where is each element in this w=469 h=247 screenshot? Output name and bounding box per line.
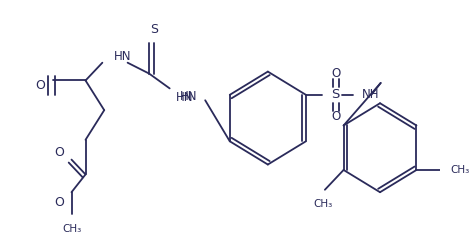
Text: CH₃: CH₃ <box>62 224 81 234</box>
Text: O: O <box>54 196 64 209</box>
Text: HN: HN <box>175 91 193 104</box>
Text: S: S <box>332 88 340 101</box>
Text: O: O <box>54 146 64 159</box>
Text: O: O <box>331 110 340 123</box>
Text: O: O <box>331 67 340 80</box>
Text: NH: NH <box>362 88 379 101</box>
Text: O: O <box>36 79 45 92</box>
Text: CH₃: CH₃ <box>313 199 333 208</box>
Text: HN: HN <box>113 50 131 63</box>
Text: S: S <box>150 22 158 36</box>
Text: HN: HN <box>180 90 197 103</box>
Text: CH₃: CH₃ <box>450 165 469 175</box>
